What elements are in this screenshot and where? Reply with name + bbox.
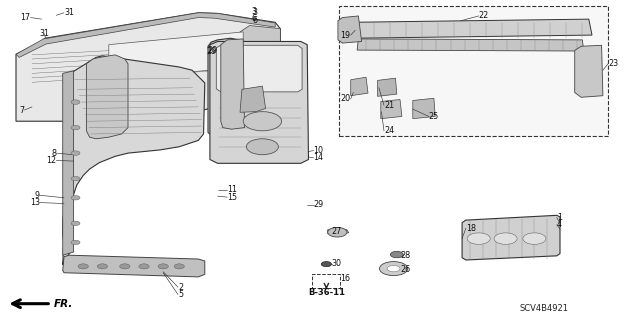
Text: 29: 29 <box>206 47 216 56</box>
FancyBboxPatch shape <box>312 274 340 288</box>
Polygon shape <box>221 39 244 129</box>
Circle shape <box>494 233 517 244</box>
Text: 4: 4 <box>557 220 562 229</box>
Text: 11: 11 <box>227 185 237 194</box>
Text: 1: 1 <box>557 213 562 222</box>
Circle shape <box>321 262 332 267</box>
Text: 9: 9 <box>35 191 40 200</box>
Text: 25: 25 <box>429 112 439 121</box>
Circle shape <box>139 264 149 269</box>
Circle shape <box>78 264 88 269</box>
Polygon shape <box>462 215 560 260</box>
Polygon shape <box>328 230 349 234</box>
Text: 24: 24 <box>384 126 394 135</box>
Circle shape <box>387 265 400 272</box>
Text: 30: 30 <box>332 259 342 268</box>
Text: 10: 10 <box>314 146 324 155</box>
Polygon shape <box>63 255 205 277</box>
Text: 22: 22 <box>479 11 489 20</box>
Text: 16: 16 <box>340 274 351 283</box>
Circle shape <box>97 264 108 269</box>
Circle shape <box>71 240 80 245</box>
Text: 26: 26 <box>400 265 410 274</box>
Text: SCV4B4921: SCV4B4921 <box>520 304 568 313</box>
Text: 18: 18 <box>466 224 476 233</box>
Circle shape <box>380 262 408 276</box>
Polygon shape <box>208 38 244 138</box>
Circle shape <box>328 227 347 237</box>
Polygon shape <box>575 45 603 97</box>
Text: 21: 21 <box>384 101 394 110</box>
Text: 19: 19 <box>340 31 351 40</box>
Polygon shape <box>349 19 592 38</box>
Text: FR.: FR. <box>54 299 73 309</box>
Polygon shape <box>413 98 435 119</box>
Circle shape <box>71 176 80 181</box>
Polygon shape <box>351 77 368 96</box>
Polygon shape <box>338 16 362 43</box>
Circle shape <box>71 221 80 226</box>
Text: 3: 3 <box>252 7 257 16</box>
Text: 31: 31 <box>64 8 74 17</box>
Text: 27: 27 <box>332 227 342 236</box>
Polygon shape <box>210 41 308 163</box>
Polygon shape <box>216 45 302 92</box>
Text: 6: 6 <box>252 14 257 23</box>
Circle shape <box>71 100 80 104</box>
Circle shape <box>71 125 80 130</box>
Text: B-36-11: B-36-11 <box>308 288 345 297</box>
Text: 8: 8 <box>51 149 56 158</box>
Text: 6: 6 <box>253 16 258 25</box>
Polygon shape <box>63 71 74 255</box>
Text: 13: 13 <box>29 198 40 207</box>
Text: 15: 15 <box>227 193 237 202</box>
Polygon shape <box>16 13 280 121</box>
Circle shape <box>243 112 282 131</box>
Text: 17: 17 <box>20 13 31 22</box>
Circle shape <box>174 264 184 269</box>
Circle shape <box>246 139 278 155</box>
Polygon shape <box>86 55 128 139</box>
Text: 20: 20 <box>340 94 351 103</box>
Text: 7: 7 <box>19 106 24 115</box>
FancyBboxPatch shape <box>339 6 608 136</box>
Circle shape <box>523 233 546 244</box>
Text: 23: 23 <box>608 59 618 68</box>
Polygon shape <box>63 56 205 265</box>
Text: 28: 28 <box>400 251 410 260</box>
Circle shape <box>158 264 168 269</box>
Circle shape <box>120 264 130 269</box>
Polygon shape <box>378 78 397 96</box>
Circle shape <box>71 151 80 155</box>
Polygon shape <box>109 32 243 80</box>
Text: 14: 14 <box>314 153 324 162</box>
Text: 29: 29 <box>314 200 324 209</box>
Circle shape <box>71 196 80 200</box>
Circle shape <box>467 233 490 244</box>
Polygon shape <box>357 39 584 51</box>
Text: 3: 3 <box>253 8 258 17</box>
Polygon shape <box>16 13 275 57</box>
Text: 29: 29 <box>207 46 218 55</box>
Polygon shape <box>381 100 402 119</box>
Circle shape <box>390 251 403 258</box>
Text: 5: 5 <box>178 290 183 299</box>
Polygon shape <box>240 86 266 112</box>
Text: 31: 31 <box>40 29 50 38</box>
Polygon shape <box>240 26 280 96</box>
Text: 2: 2 <box>178 283 183 292</box>
Text: 12: 12 <box>46 156 56 165</box>
